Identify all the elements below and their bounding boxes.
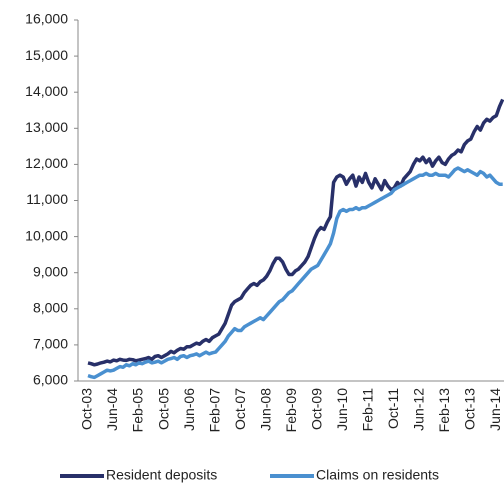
y-tick-label: 14,000 bbox=[25, 83, 68, 99]
y-tick-label: 13,000 bbox=[25, 119, 68, 135]
x-tick-label: Oct-11 bbox=[385, 388, 401, 429]
x-tick-label: Oct-13 bbox=[462, 388, 478, 430]
x-tick-label: Oct-09 bbox=[308, 388, 324, 430]
y-tick-label: 6,000 bbox=[33, 372, 68, 388]
legend-label: Claims on residents bbox=[316, 467, 439, 483]
x-tick-label: Feb-11 bbox=[359, 388, 375, 432]
x-tick-label: Oct-05 bbox=[155, 388, 171, 430]
x-tick-label: Jun-14 bbox=[487, 388, 503, 431]
x-tick-label: Jun-06 bbox=[181, 388, 197, 431]
x-tick-label: Jun-12 bbox=[410, 388, 426, 431]
y-tick-label: 10,000 bbox=[25, 227, 68, 243]
x-tick-label: Oct-03 bbox=[79, 388, 95, 430]
y-tick-label: 15,000 bbox=[25, 47, 68, 63]
x-tick-label: Feb-13 bbox=[436, 388, 452, 433]
y-tick-label: 11,000 bbox=[26, 191, 68, 207]
series-line bbox=[87, 166, 503, 380]
y-tick-label: 7,000 bbox=[33, 336, 68, 352]
y-tick-label: 9,000 bbox=[33, 263, 68, 279]
y-tick-label: 12,000 bbox=[25, 155, 68, 171]
x-tick-label: Feb-09 bbox=[283, 388, 299, 433]
x-tick-label: Feb-07 bbox=[206, 388, 222, 433]
legend-label: Resident deposits bbox=[106, 467, 217, 483]
y-tick-label: 8,000 bbox=[33, 300, 68, 316]
x-tick-label: Jun-10 bbox=[334, 388, 350, 431]
x-tick-label: Jun-08 bbox=[257, 388, 273, 431]
x-tick-label: Feb-05 bbox=[130, 388, 146, 433]
x-tick-label: Jun-04 bbox=[104, 388, 120, 431]
x-tick-label: Oct-07 bbox=[232, 388, 248, 430]
series-line bbox=[87, 98, 504, 367]
y-tick-label: 16,000 bbox=[25, 11, 68, 27]
